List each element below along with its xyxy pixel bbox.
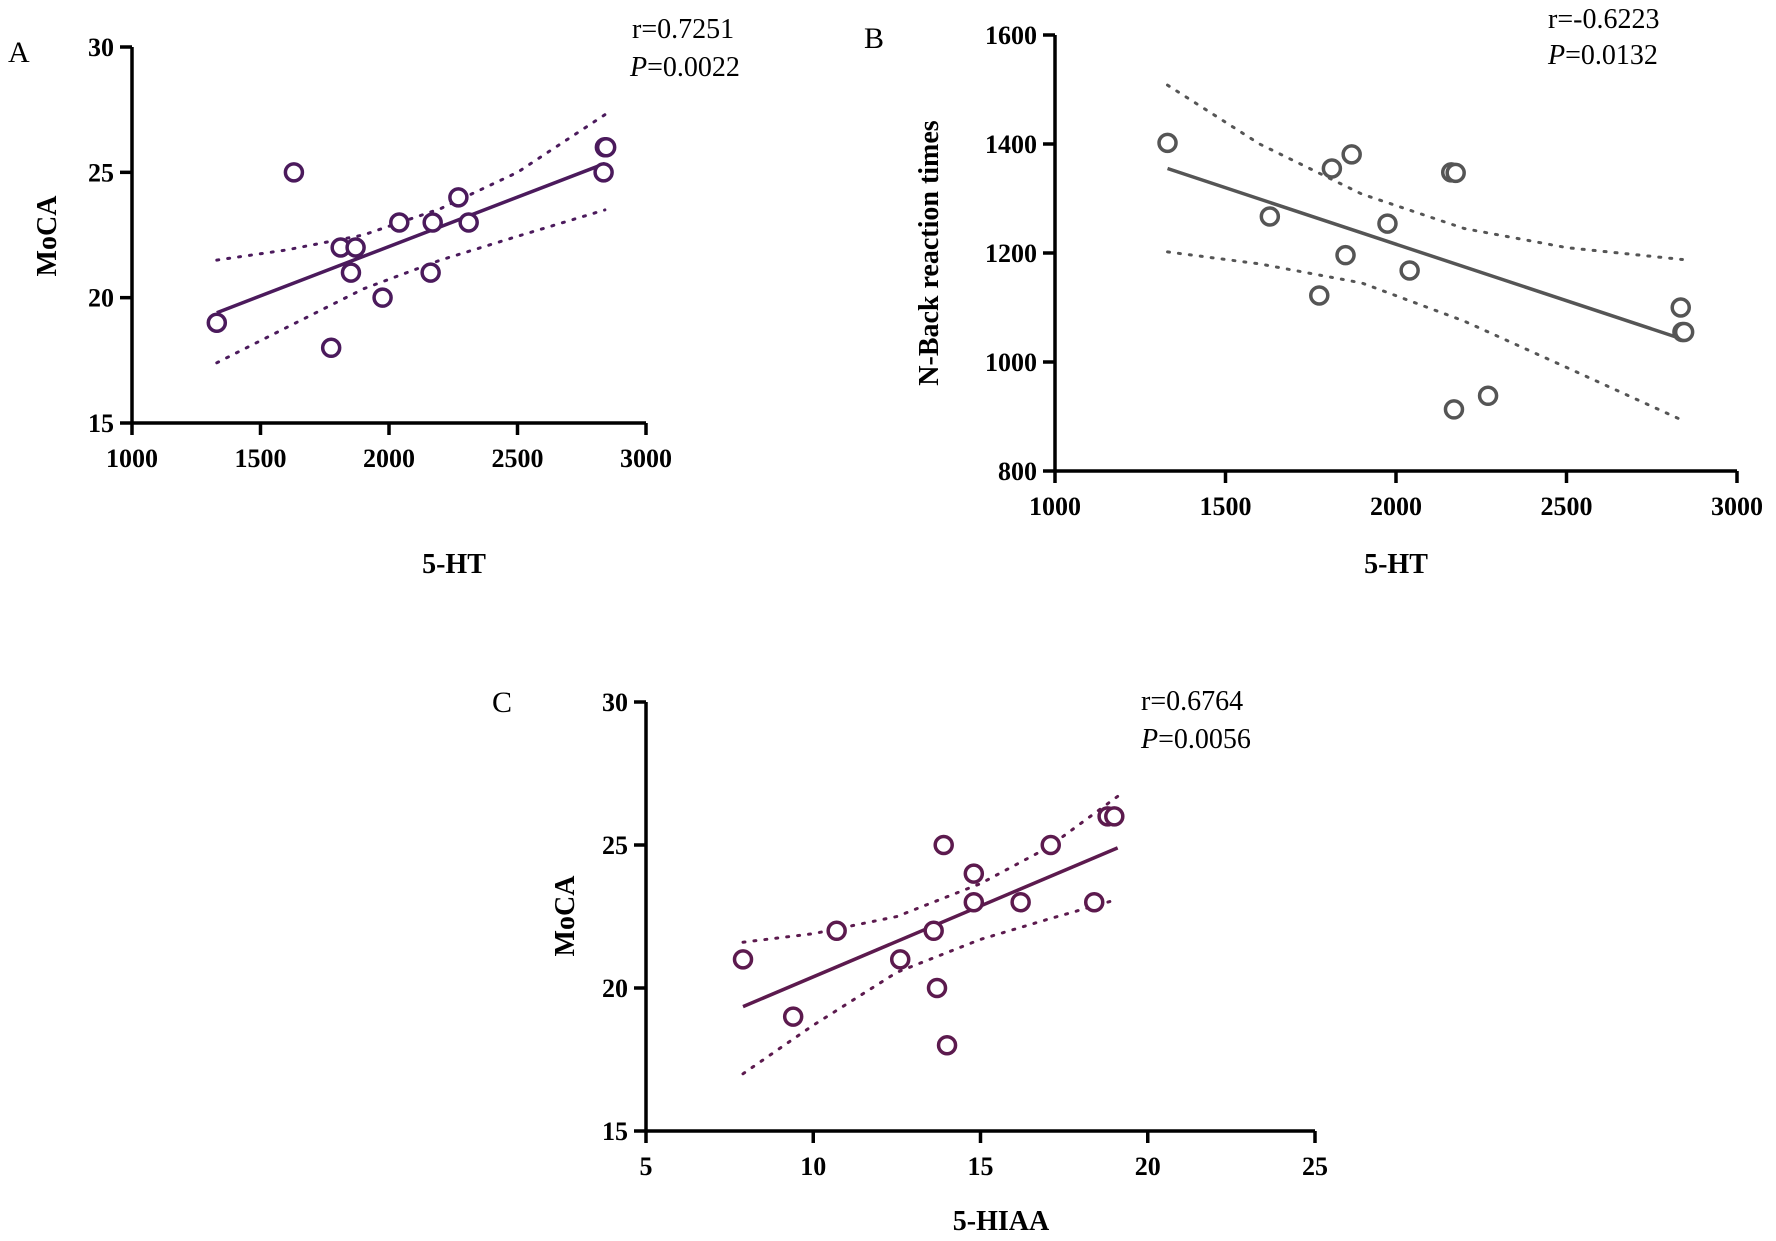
panel-b-x-tick-label-3: 2500 [1541, 492, 1593, 521]
panel-b-point-12 [1670, 297, 1691, 318]
panel-a-ci-lower [215, 208, 607, 365]
panel-b-point-2 [1309, 285, 1330, 306]
panel-a-point-4 [340, 262, 362, 283]
panel-b-y-tick-label-4: 1600 [985, 21, 1037, 50]
panel-c-x-tick-label-0: 5 [640, 1152, 653, 1181]
panel-b-point-4 [1335, 244, 1356, 266]
panel-c-x-tick-label-2: 15 [968, 1152, 994, 1181]
panel-a-point-9 [422, 212, 443, 233]
panel-a-point-14 [595, 137, 617, 158]
panel-b-x-tick-label-4: 3000 [1711, 492, 1763, 521]
panel-a-letter: A [8, 36, 30, 69]
panel-a-x-tick-label-2: 2000 [363, 444, 415, 473]
panel-c-y-tick-label-1: 20 [602, 974, 628, 1003]
panel-c-y-axis-title: MoCA [550, 875, 581, 957]
panel-a-point-11 [458, 212, 479, 233]
panel-b-regression-line [1166, 166, 1683, 341]
panel-b-point-9 [1443, 399, 1465, 420]
panel-a-regression-line [216, 161, 606, 315]
panel-b-point-10 [1445, 162, 1466, 184]
panel-b-point-14 [1673, 321, 1695, 343]
panel-c-ci-upper [741, 794, 1120, 944]
panel-b-point-11 [1477, 385, 1499, 407]
panel-a-x-tick-label-0: 1000 [106, 444, 158, 473]
panel-a-x-tick-label-4: 3000 [620, 444, 672, 473]
panel-b-p-letter: P [1547, 40, 1565, 71]
panel-b-point-7 [1399, 260, 1420, 281]
panel-b-x-axis-title: 5-HT [1364, 549, 1428, 580]
panel-c-y-tick-label-0: 15 [602, 1117, 628, 1146]
panel-a-y-tick-label-3: 30 [88, 33, 114, 62]
panel-b-p-value: P=0.0132 [1547, 40, 1658, 71]
panel-b-r-value: r=-0.6223 [1548, 4, 1659, 35]
panel-b-x-tick-label-2: 2000 [1370, 492, 1422, 521]
panel-c-x-axis-title: 5-HIAA [953, 1206, 1050, 1237]
panel-b-letter: B [864, 22, 884, 55]
panel-c-point-10 [1010, 891, 1031, 913]
panel-c-point-4 [923, 920, 944, 942]
panel-c-x-tick-label-4: 25 [1302, 1152, 1328, 1181]
panel-c-point-7 [936, 1034, 958, 1056]
panel-a-p-letter: P [629, 52, 647, 83]
panel-b-ci-lower [1166, 250, 1684, 422]
panel-b-y-tick-label-0: 800 [998, 457, 1037, 486]
panel-a-p-number: =0.0022 [647, 52, 740, 83]
panel-b-y-tick-label-2: 1200 [985, 239, 1037, 268]
panel-a-x-tick-label-1: 1500 [235, 444, 287, 473]
panel-c-point-11 [1040, 834, 1061, 856]
panel-b-point-1 [1259, 206, 1281, 227]
panel-c: C 5 10 15 20 25 15 20 25 30 5-HIAA MoCA r=0.6764… [492, 686, 1328, 1237]
panel-a-point-0 [206, 312, 228, 333]
panel-b-y-tick-label-1: 1000 [985, 348, 1037, 377]
panel-c-point-6 [933, 834, 954, 856]
panel-a-x-axis-title: 5-HT [422, 549, 486, 580]
panel-c-x-tick-label-3: 20 [1135, 1152, 1161, 1181]
panel-c-p-number: =0.0056 [1158, 724, 1251, 755]
panel-a-point-8 [420, 262, 441, 283]
panel-a-point-12 [593, 162, 614, 183]
panel-a-x-tick-label-3: 2500 [492, 444, 544, 473]
panel-c-letter: C [492, 686, 512, 719]
panel-a-point-10 [448, 187, 469, 208]
panel-c-point-5 [926, 977, 948, 999]
panel-b-y-tick-label-3: 1400 [985, 130, 1037, 159]
panel-b-x-tick-label-0: 1000 [1029, 492, 1081, 521]
panel-c-y-tick-label-3: 30 [602, 688, 628, 717]
panel-a: A 1000 1500 2000 2500 3000 15 20 25 30 5-HT MoCA… [8, 14, 740, 580]
panel-c-p-letter: P [1140, 724, 1158, 755]
panel-c-point-14 [1104, 806, 1125, 827]
panel-b-y-axis-title: N-Back reaction times [914, 120, 945, 386]
panel-a-r-value: r=0.7251 [632, 14, 734, 45]
panel-b-p-number: =0.0132 [1565, 40, 1658, 71]
panel-c-point-8 [963, 891, 985, 913]
panel-b-point-6 [1377, 213, 1398, 234]
panel-b: B 1000 1500 2000 2500 3000 800 1000 1200 1400 160… [864, 4, 1763, 580]
panel-a-point-7 [389, 212, 410, 233]
panel-b-point-5 [1341, 144, 1362, 165]
panel-a-y-tick-label-2: 25 [88, 158, 114, 187]
panel-c-point-9 [963, 863, 985, 884]
panel-a-point-1 [283, 162, 305, 183]
panel-a-point-5 [345, 237, 366, 258]
panel-b-point-0 [1157, 132, 1178, 154]
panel-a-p-value: P=0.0022 [629, 52, 740, 83]
panel-c-point-1 [782, 1006, 804, 1027]
panel-a-point-2 [320, 337, 342, 359]
panel-c-x-tick-label-1: 10 [800, 1152, 826, 1181]
panel-b-point-3 [1321, 158, 1343, 179]
panel-c-r-value: r=0.6764 [1141, 686, 1243, 717]
panel-a-y-axis-title: MoCA [32, 195, 63, 277]
panel-c-point-3 [889, 949, 911, 970]
panel-a-y-tick-label-0: 15 [88, 409, 114, 438]
panel-c-point-2 [826, 920, 847, 942]
panel-b-x-tick-label-1: 1500 [1200, 492, 1252, 521]
panel-a-point-6 [372, 287, 393, 308]
panel-c-p-value: P=0.0056 [1140, 724, 1251, 755]
panel-c-y-tick-label-2: 25 [602, 831, 628, 860]
panel-a-y-tick-label-1: 20 [88, 284, 114, 313]
panel-c-point-12 [1083, 891, 1105, 913]
panel-b-ci-upper [1166, 83, 1684, 261]
panel-c-point-0 [732, 949, 754, 970]
